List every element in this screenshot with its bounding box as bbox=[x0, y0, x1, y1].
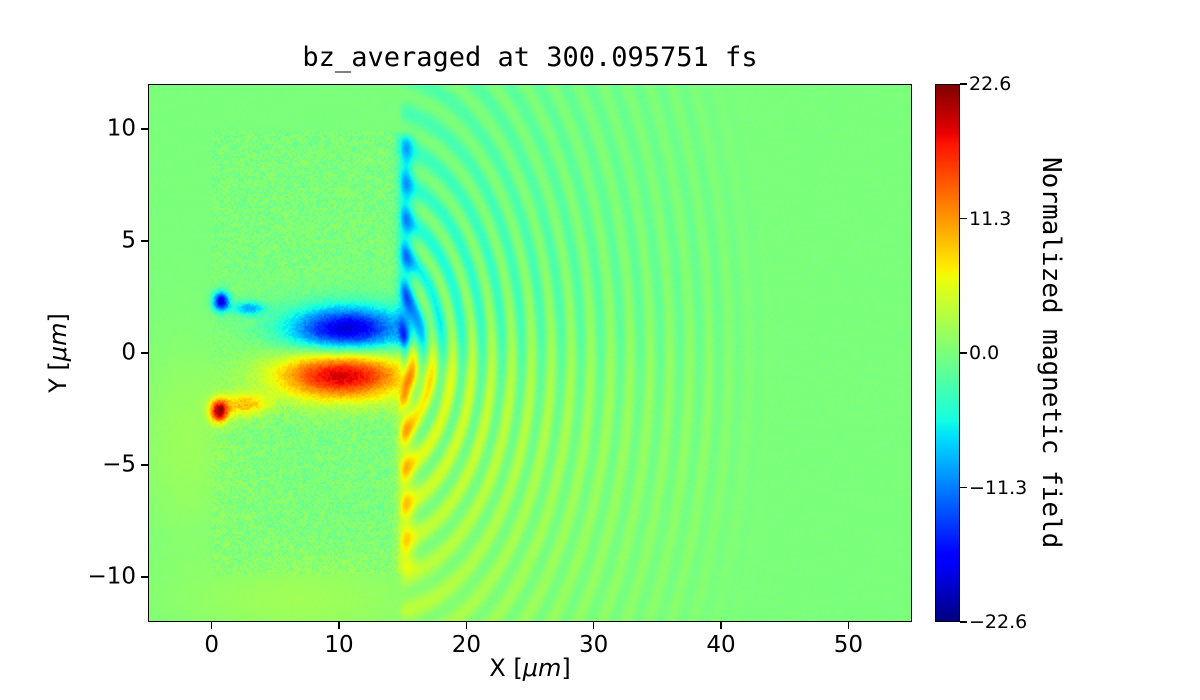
x-tick-mark bbox=[592, 622, 595, 629]
y-tick-mark bbox=[141, 128, 148, 130]
y-tick-label: −5 bbox=[102, 451, 136, 478]
heatmap-canvas bbox=[148, 84, 912, 622]
y-tick-mark bbox=[141, 352, 148, 354]
colorbar-tick-mark bbox=[960, 621, 967, 623]
colorbar-tick-mark bbox=[960, 486, 967, 489]
x-axis-label-text: X [ bbox=[489, 654, 523, 682]
x-tick-label: 10 bbox=[324, 632, 354, 658]
colorbar-tick-mark bbox=[960, 352, 967, 354]
colorbar-label: Normalized magnetic field bbox=[1036, 157, 1066, 549]
colorbar-tick-label: −22.6 bbox=[969, 611, 1028, 633]
y-tick-label: 10 bbox=[106, 115, 136, 142]
y-axis-label-text: Y [ bbox=[44, 361, 72, 393]
y-tick-label: 5 bbox=[121, 227, 136, 254]
colorbar-tick-label: 0.0 bbox=[969, 342, 1000, 364]
x-tick-label: 50 bbox=[833, 632, 863, 658]
chart-title: bz_averaged at 300.095751 fs bbox=[302, 42, 758, 73]
y-tick-mark bbox=[141, 576, 148, 578]
x-tick-label: 0 bbox=[204, 632, 219, 658]
x-axis-label: X [μm] bbox=[148, 654, 912, 682]
x-tick-mark bbox=[338, 622, 340, 629]
y-axis-label-close: ] bbox=[44, 313, 72, 323]
x-tick-mark bbox=[210, 622, 213, 629]
y-tick-mark bbox=[141, 240, 148, 242]
x-tick-mark bbox=[847, 622, 850, 629]
colorbar-tick-label: 11.3 bbox=[969, 207, 1012, 230]
x-tick-mark bbox=[465, 622, 468, 629]
x-tick-label: 40 bbox=[706, 632, 736, 658]
colorbar bbox=[935, 84, 960, 622]
colorbar-gradient bbox=[935, 84, 960, 622]
colorbar-tick-label: −11.3 bbox=[969, 476, 1028, 499]
y-tick-label: 0 bbox=[121, 339, 136, 366]
x-axis-label-unit: μm bbox=[522, 654, 562, 682]
colorbar-tick-mark bbox=[960, 217, 967, 220]
colorbar-tick-mark bbox=[960, 83, 967, 85]
y-tick-mark bbox=[141, 464, 148, 466]
x-axis-label-close: ] bbox=[561, 654, 571, 682]
x-tick-label: 30 bbox=[579, 632, 609, 658]
x-tick-label: 20 bbox=[451, 632, 481, 658]
plot-area bbox=[148, 84, 912, 622]
x-tick-mark bbox=[720, 622, 722, 629]
y-tick-label: −10 bbox=[87, 563, 136, 590]
colorbar-tick-label: 22.6 bbox=[969, 73, 1012, 95]
